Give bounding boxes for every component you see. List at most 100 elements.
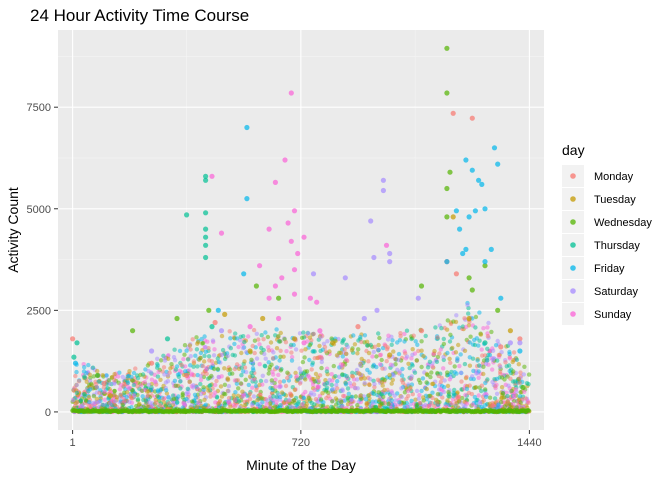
band-point <box>399 394 404 400</box>
band-point <box>215 356 220 361</box>
band-point <box>171 396 177 402</box>
band-point <box>312 356 317 361</box>
band-point <box>93 400 99 405</box>
band-point <box>256 337 261 342</box>
band-point <box>278 394 283 400</box>
band-point <box>485 358 490 363</box>
band-point <box>382 377 387 383</box>
band-point <box>198 355 203 361</box>
band-point <box>340 354 345 359</box>
band-point <box>481 358 487 363</box>
band-point <box>454 313 459 318</box>
band-point <box>313 397 319 402</box>
band-point <box>477 310 482 315</box>
band-point <box>441 336 446 342</box>
band-point <box>211 353 217 358</box>
band-point <box>156 389 161 394</box>
band-point <box>320 391 325 396</box>
band-point <box>385 337 391 342</box>
band-point <box>379 401 384 406</box>
band-point <box>258 378 264 384</box>
band-point <box>142 379 148 385</box>
band-point <box>438 379 444 385</box>
band-point <box>94 396 100 402</box>
band-point <box>389 342 394 347</box>
band-point <box>168 366 173 371</box>
band-point <box>90 365 96 370</box>
band-point <box>424 380 429 385</box>
point-sunday <box>317 328 323 334</box>
band-point <box>209 373 214 379</box>
band-point <box>345 344 350 349</box>
band-point <box>343 351 349 356</box>
band-point <box>118 392 123 397</box>
band-point <box>374 364 379 370</box>
band-point <box>233 390 238 395</box>
band-point <box>203 345 208 350</box>
band-point <box>315 384 321 390</box>
band-point <box>479 383 485 388</box>
band-point <box>198 350 204 356</box>
band-point <box>271 372 276 377</box>
band-point <box>473 325 478 330</box>
band-point <box>479 388 484 394</box>
band-point <box>359 339 364 345</box>
band-point <box>273 384 278 389</box>
band-point <box>419 339 424 344</box>
band-point <box>466 390 472 396</box>
y-tick-label: 2500 <box>27 305 51 317</box>
band-point <box>467 363 473 368</box>
band-point <box>499 396 504 401</box>
band-point <box>212 347 217 352</box>
band-point <box>416 348 421 354</box>
band-point <box>464 386 470 392</box>
band-point <box>155 393 160 399</box>
band-point <box>145 389 150 394</box>
band-point <box>272 404 278 409</box>
band-point <box>278 348 283 353</box>
band-point <box>87 399 92 405</box>
y-tick-label: 5000 <box>27 204 51 216</box>
band-point <box>241 369 246 374</box>
band-point <box>319 365 324 371</box>
band-point <box>243 377 248 382</box>
band-point <box>498 364 503 370</box>
band-point <box>301 371 306 376</box>
band-point <box>135 375 141 381</box>
band-point <box>196 400 201 405</box>
x-tick-label: 1 <box>70 437 76 449</box>
band-point <box>293 370 298 376</box>
band-point <box>445 370 450 375</box>
band-point <box>140 388 145 393</box>
band-point <box>249 402 255 407</box>
band-point <box>379 392 384 397</box>
legend-key-dot <box>570 265 576 271</box>
band-point <box>347 380 353 386</box>
band-point <box>472 342 478 348</box>
band-point <box>484 394 489 399</box>
band-point <box>380 366 385 371</box>
band-point <box>340 388 345 393</box>
band-point <box>462 361 468 367</box>
point-monday <box>212 319 218 326</box>
band-point <box>212 390 218 395</box>
band-point <box>125 380 131 385</box>
band-point <box>378 352 384 357</box>
point-saturday <box>368 218 374 224</box>
band-point <box>184 348 189 353</box>
band-point <box>232 378 238 383</box>
band-point <box>423 402 428 408</box>
band-point <box>473 385 478 390</box>
band-point <box>156 369 161 375</box>
band-point <box>386 401 391 407</box>
band-point <box>84 371 89 376</box>
band-point <box>294 374 299 379</box>
point-sunday <box>209 173 215 179</box>
band-point <box>474 400 479 406</box>
band-point <box>230 371 235 376</box>
band-point <box>336 374 342 379</box>
band-point <box>375 377 381 382</box>
point-wednesday <box>95 372 101 378</box>
band-point <box>356 347 361 352</box>
band-point <box>397 400 402 405</box>
